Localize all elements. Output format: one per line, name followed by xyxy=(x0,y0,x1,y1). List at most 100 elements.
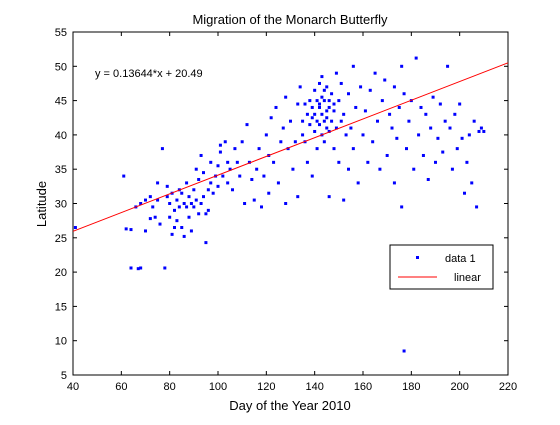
data-point xyxy=(368,88,372,92)
data-point xyxy=(158,222,162,226)
data-point xyxy=(245,123,249,127)
data-point xyxy=(168,202,172,205)
data-point xyxy=(296,195,300,199)
data-point xyxy=(187,195,191,199)
data-point xyxy=(165,195,169,199)
x-ticks: 40 60 80 100 120 140 160 180 200 220 xyxy=(67,32,517,393)
data-point xyxy=(421,153,425,157)
data-point xyxy=(310,116,314,120)
data-point xyxy=(392,181,396,185)
data-point xyxy=(194,198,198,202)
data-point xyxy=(337,99,341,103)
data-point xyxy=(378,167,382,171)
data-point xyxy=(470,181,474,185)
data-point xyxy=(218,150,222,154)
data-point xyxy=(305,112,309,116)
data-point xyxy=(310,174,314,178)
data-point xyxy=(204,212,208,216)
data-point xyxy=(289,119,292,123)
data-points xyxy=(73,56,486,353)
data-point xyxy=(397,105,401,109)
data-point xyxy=(291,167,295,171)
data-point xyxy=(315,99,319,103)
data-point xyxy=(327,105,331,109)
data-point xyxy=(180,226,184,230)
y-axis-label: Latitude xyxy=(34,181,49,227)
data-point xyxy=(373,71,377,75)
y-tick-label: 35 xyxy=(55,164,67,176)
data-point xyxy=(351,64,355,68)
data-point xyxy=(315,119,319,123)
data-point xyxy=(380,99,384,103)
legend-marker-data xyxy=(416,256,419,259)
data-point xyxy=(192,188,196,192)
data-point xyxy=(313,129,317,133)
data-point xyxy=(371,140,375,144)
data-point xyxy=(325,126,329,130)
data-point xyxy=(356,181,360,185)
data-point xyxy=(472,119,476,123)
x-tick-label: 140 xyxy=(305,381,323,393)
data-point xyxy=(235,160,239,164)
data-point xyxy=(187,215,191,219)
data-point xyxy=(402,349,406,353)
y-tick-label: 20 xyxy=(55,267,67,279)
data-point xyxy=(144,198,147,202)
x-tick-label: 100 xyxy=(209,381,227,393)
data-point xyxy=(325,85,329,89)
data-point xyxy=(272,160,276,164)
data-point xyxy=(202,195,205,199)
data-point xyxy=(175,198,179,202)
data-point xyxy=(327,129,331,133)
data-point xyxy=(223,140,227,144)
data-point xyxy=(199,202,203,205)
data-point xyxy=(325,109,329,113)
data-point xyxy=(318,102,321,106)
data-point xyxy=(274,105,278,109)
data-point xyxy=(262,174,266,178)
data-point xyxy=(209,181,213,185)
data-point xyxy=(173,208,176,212)
x-tick-label: 160 xyxy=(354,381,372,393)
data-point xyxy=(441,150,445,154)
data-point xyxy=(436,136,440,140)
y-tick-label: 40 xyxy=(55,130,67,142)
y-tick-label: 30 xyxy=(55,199,67,211)
data-point xyxy=(122,174,126,178)
data-point xyxy=(402,92,406,96)
data-point xyxy=(153,215,157,219)
data-point xyxy=(388,112,392,116)
data-point xyxy=(479,126,483,130)
x-tick-label: 80 xyxy=(164,381,176,393)
data-point xyxy=(342,112,346,116)
data-point xyxy=(332,102,336,106)
data-point xyxy=(160,147,164,151)
data-point xyxy=(170,232,174,236)
fit-equation: y = 0.13644*x + 20.49 xyxy=(95,68,203,80)
data-point xyxy=(269,116,273,120)
data-point xyxy=(482,129,486,133)
data-point xyxy=(376,119,379,123)
data-point xyxy=(443,119,447,123)
data-point xyxy=(322,119,326,123)
data-point xyxy=(463,191,466,195)
data-point xyxy=(238,174,242,178)
data-point xyxy=(286,147,290,151)
data-point xyxy=(395,136,399,140)
data-point xyxy=(347,92,350,96)
data-point xyxy=(279,140,283,144)
data-point xyxy=(349,126,353,130)
data-point xyxy=(218,143,222,147)
data-point xyxy=(467,133,471,137)
data-point xyxy=(419,105,423,109)
data-point xyxy=(163,266,167,270)
data-point xyxy=(257,147,261,151)
data-point xyxy=(313,88,317,92)
data-point xyxy=(276,181,280,185)
data-point xyxy=(318,105,321,109)
y-tick-label: 50 xyxy=(55,61,67,73)
data-point xyxy=(202,171,205,175)
data-point xyxy=(209,160,213,164)
